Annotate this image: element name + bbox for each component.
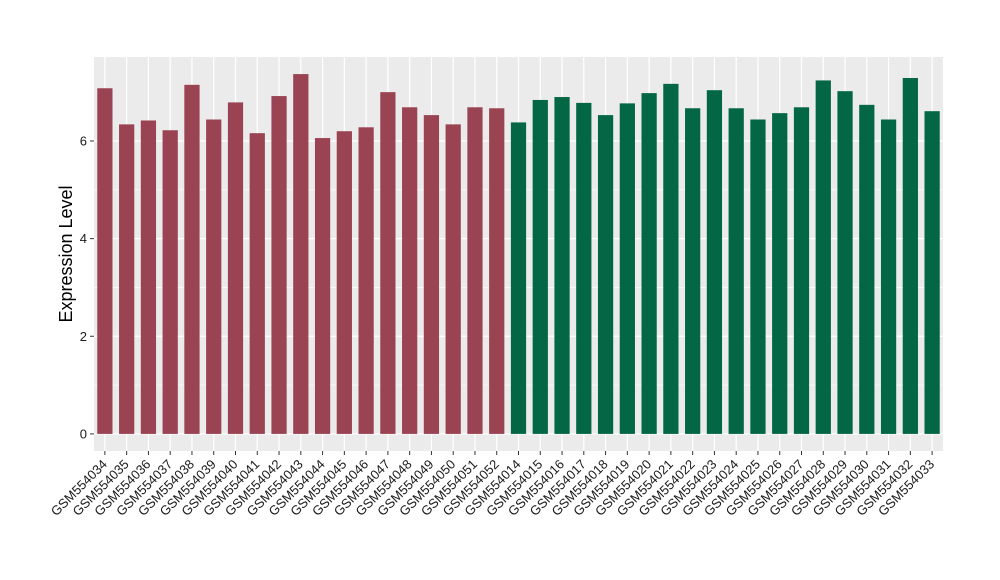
bar xyxy=(924,111,940,434)
bar xyxy=(641,93,657,434)
bar xyxy=(859,104,875,434)
bar xyxy=(162,130,178,434)
bar xyxy=(402,107,418,434)
bar xyxy=(227,102,244,434)
bar xyxy=(663,83,679,434)
bar xyxy=(423,115,440,434)
bar xyxy=(685,108,701,434)
bar xyxy=(880,119,897,434)
y-tick-label: 6 xyxy=(80,133,87,148)
y-tick-label: 4 xyxy=(80,231,87,246)
bar xyxy=(750,119,766,434)
bar xyxy=(119,124,135,434)
bar xyxy=(249,133,265,434)
bar xyxy=(554,97,570,434)
y-tick-label: 0 xyxy=(80,426,87,441)
bar xyxy=(793,107,810,434)
x-axis: GSM554034GSM554035GSM554036GSM554037GSM5… xyxy=(48,451,937,519)
y-axis-title: Expression Level xyxy=(56,185,76,322)
bar xyxy=(597,115,614,434)
y-tick-label: 2 xyxy=(80,329,87,344)
y-axis: 0 2 4 6 xyxy=(80,133,94,441)
bar xyxy=(358,127,374,434)
bar xyxy=(728,108,744,434)
bar xyxy=(706,90,723,434)
bar xyxy=(140,120,157,434)
bar xyxy=(902,77,918,434)
bar xyxy=(97,88,113,434)
bar xyxy=(772,113,788,434)
bar xyxy=(336,131,352,434)
bar xyxy=(837,91,853,434)
bar xyxy=(380,92,396,434)
bar xyxy=(532,99,548,434)
bar xyxy=(467,107,483,434)
bar xyxy=(576,102,592,434)
bar xyxy=(184,84,200,434)
bar xyxy=(445,124,461,434)
bar xyxy=(619,103,635,434)
bar xyxy=(293,74,309,434)
bar xyxy=(489,108,505,434)
bar xyxy=(815,80,831,434)
bar xyxy=(206,119,222,434)
bars xyxy=(97,74,940,434)
bar xyxy=(314,138,331,434)
bar xyxy=(271,96,287,434)
bar xyxy=(510,122,527,434)
